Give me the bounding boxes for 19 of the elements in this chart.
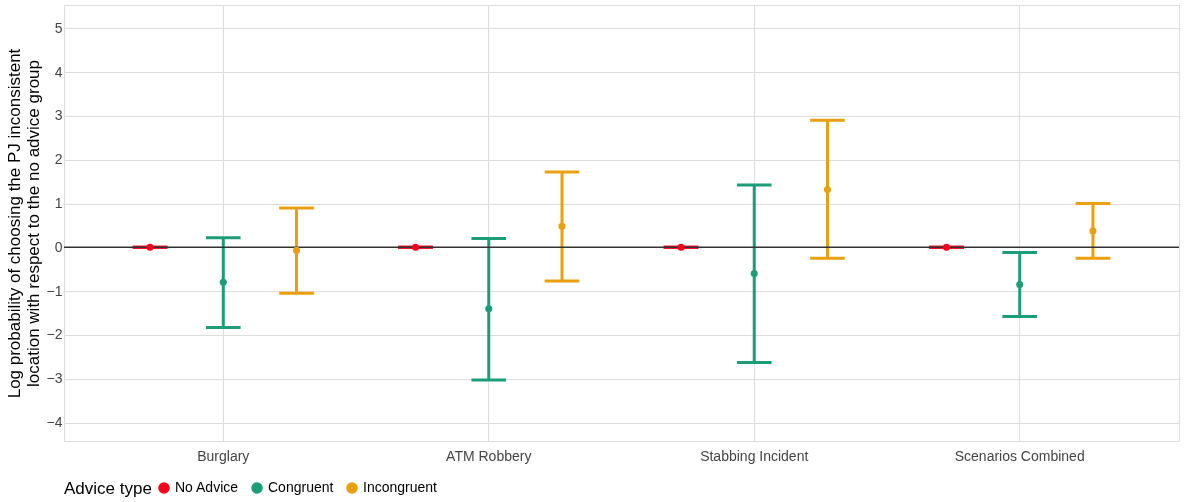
y-tick-label: −4 — [46, 414, 63, 431]
y-tick-label: −2 — [46, 326, 63, 343]
x-tick-label: Burglary — [197, 447, 250, 464]
y-tick-label: 1 — [54, 195, 63, 211]
y-tick-label: 5 — [54, 19, 63, 36]
y-tick-label: 2 — [54, 151, 63, 168]
legend-label: No Advice — [175, 479, 239, 495]
x-tick-label: Stabbing Incident — [700, 447, 809, 464]
y-tick-label: −3 — [46, 370, 63, 387]
y-tick-label: 3 — [54, 107, 63, 124]
y-tick-label: 4 — [54, 63, 63, 80]
legend-title: Advice type — [64, 479, 152, 498]
legend-label: Congruent — [268, 479, 334, 495]
y-tick-label: 0 — [54, 238, 63, 255]
y-tick-label: −1 — [46, 282, 63, 299]
x-tick-label: ATM Robbery — [446, 447, 532, 464]
legend-label: Incongruent — [363, 479, 438, 495]
y-axis-title: Log probability of choosing the PJ inconsistent location with respect to the no advice group — [4, 48, 43, 399]
x-tick-label: Scenarios Combined — [954, 447, 1085, 464]
